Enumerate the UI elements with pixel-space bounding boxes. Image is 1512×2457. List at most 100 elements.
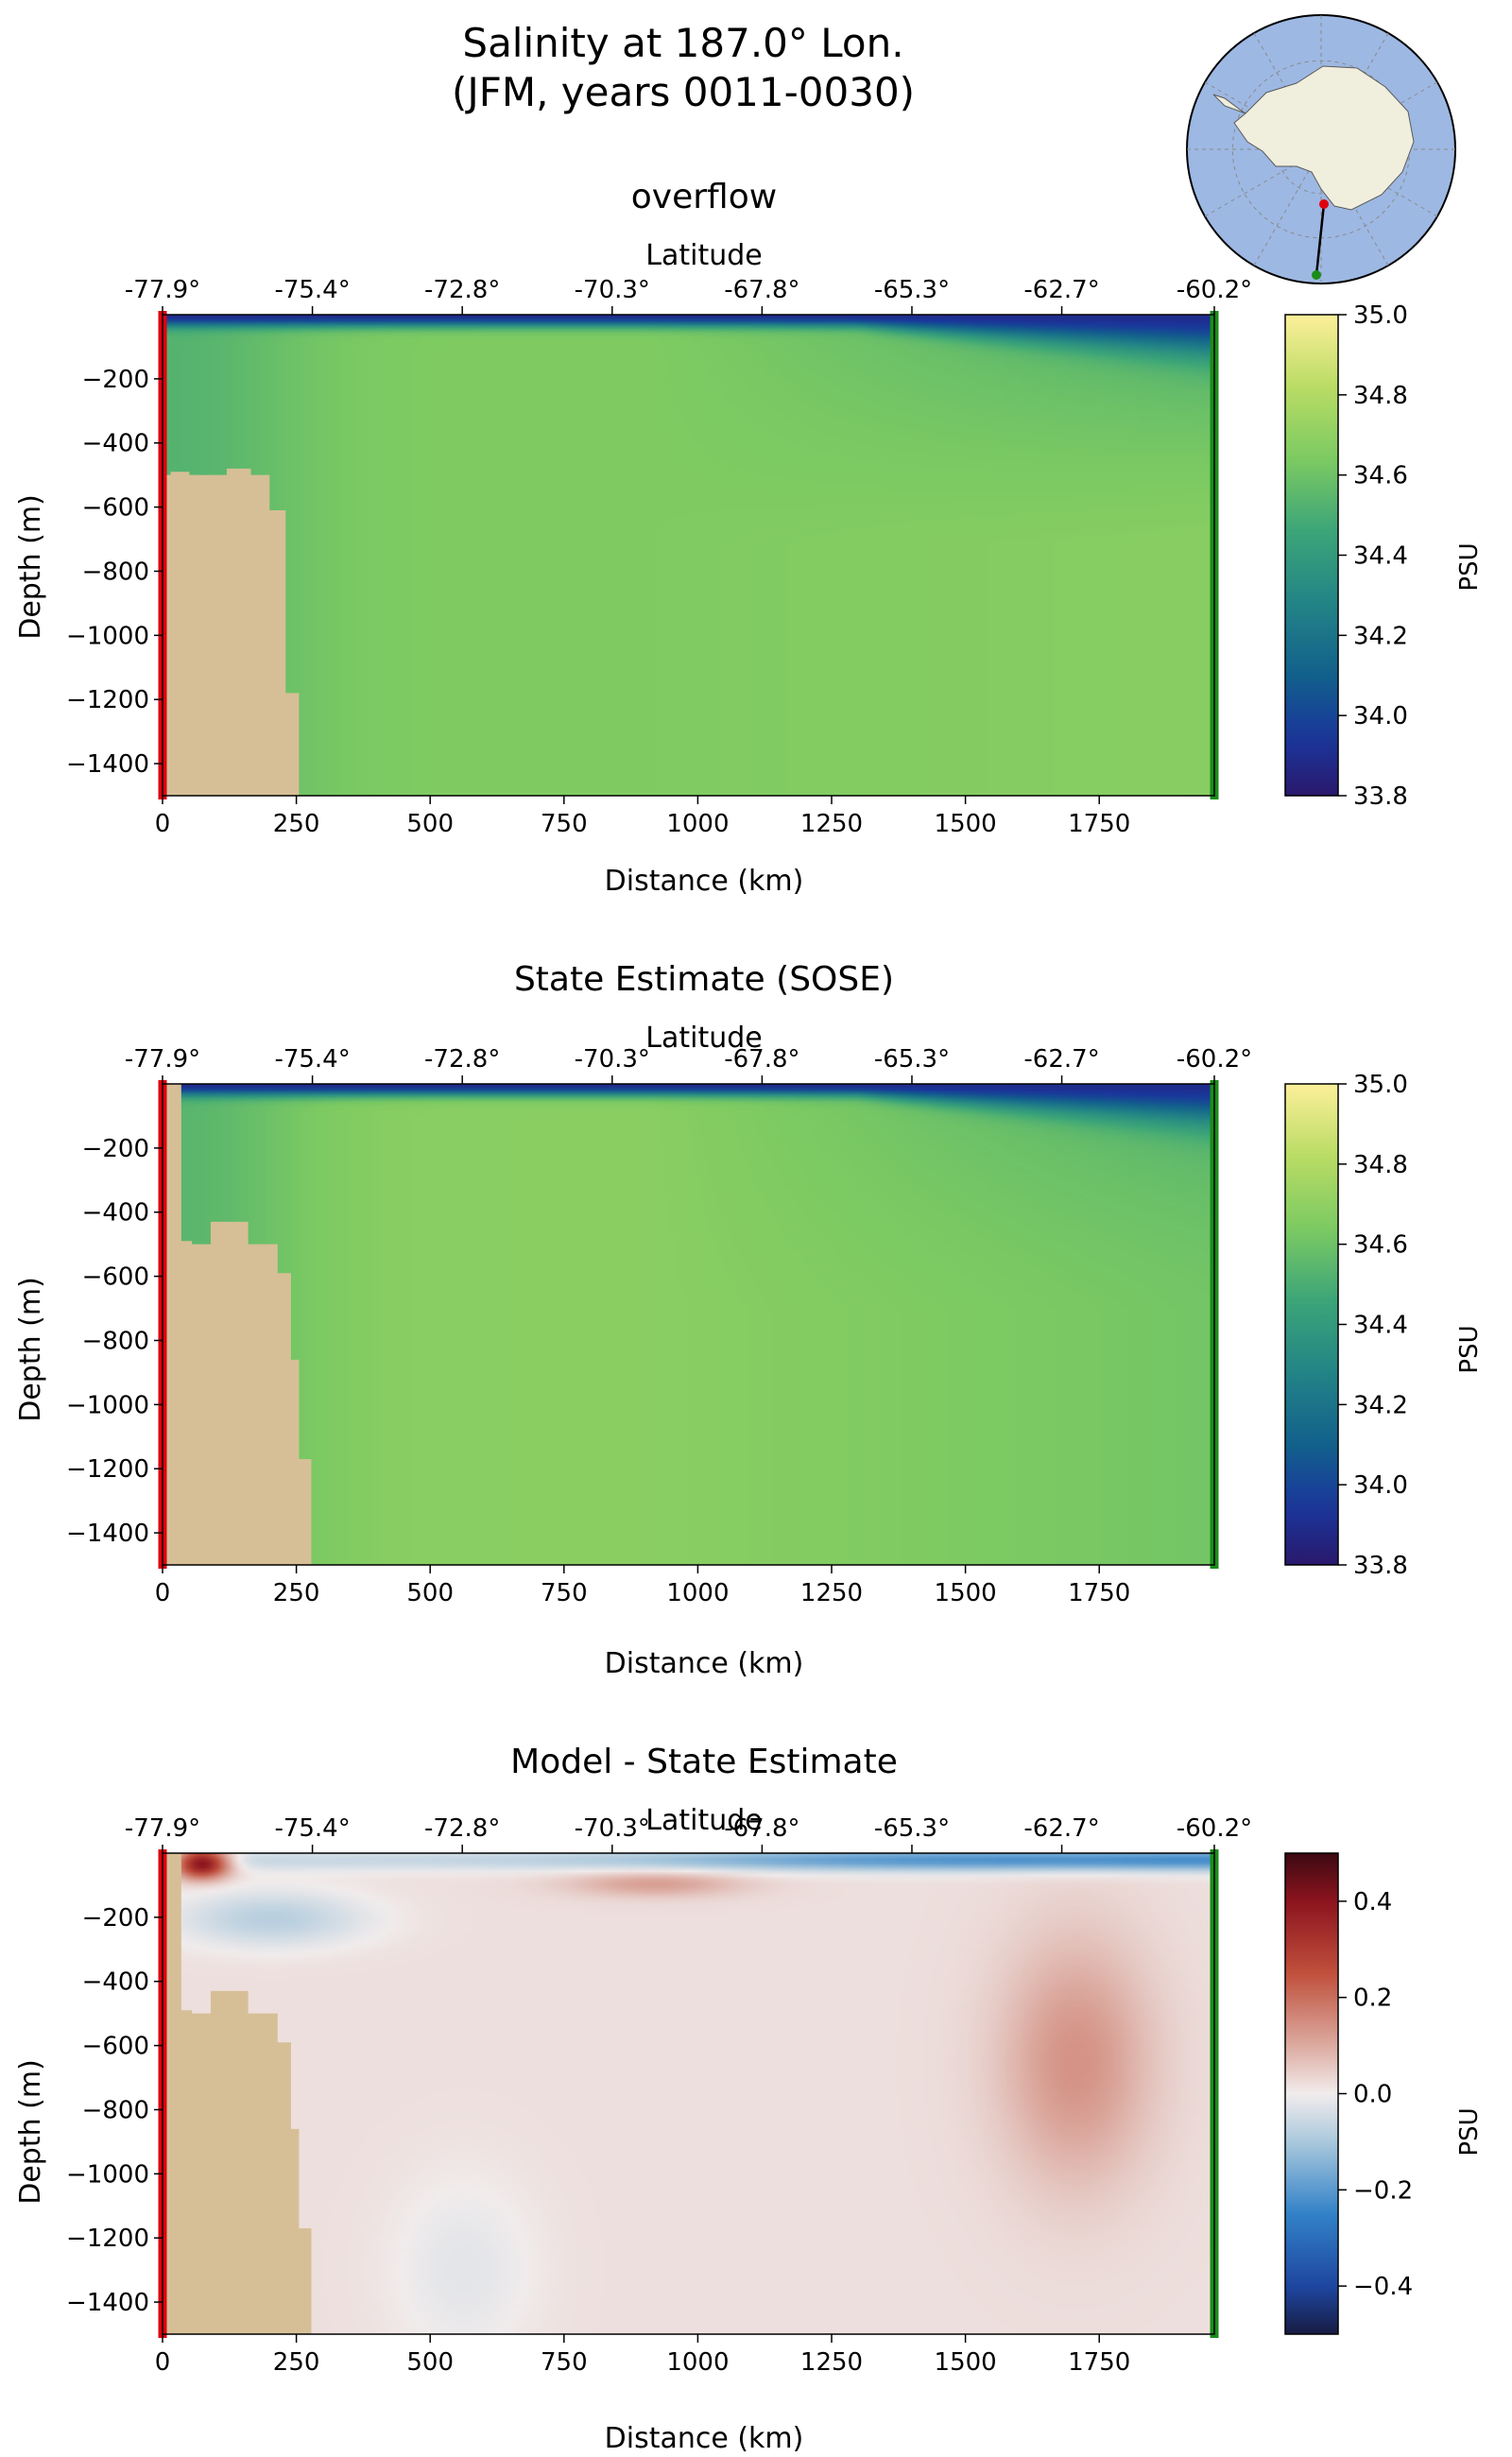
panel-sose: State Estimate (SOSE) Latitude Distance …	[14, 960, 1484, 1680]
top-tick-label: -62.7°	[1023, 1045, 1099, 1074]
x-tick-label: 1250	[800, 2348, 863, 2377]
x-tick-label: 750	[541, 810, 588, 838]
inset-transect-line	[1314, 203, 1326, 276]
colorbar-label: PSU	[1455, 1325, 1484, 1373]
x-tick-label: 1750	[1068, 2348, 1130, 2377]
x-tick-label: 1500	[935, 2348, 997, 2377]
y-tick-label: −1400	[66, 750, 149, 779]
colorbar-tick-label: 0.2	[1353, 1984, 1392, 2013]
x-tick-label: 1750	[1068, 810, 1130, 838]
heatmap-field	[163, 315, 1214, 796]
panel-title: State Estimate (SOSE)	[514, 960, 894, 999]
top-axis-label: Latitude	[645, 239, 762, 272]
colorbar	[1284, 1852, 1339, 2335]
top-axis-label: Latitude	[645, 1022, 762, 1055]
inset-transect-start	[1319, 199, 1329, 209]
top-tick-label: -70.3°	[575, 1814, 650, 1843]
y-axis-label: Depth (m)	[14, 494, 47, 640]
colorbar-tick-label: −0.2	[1353, 2176, 1413, 2205]
top-tick-label: -77.9°	[125, 1814, 200, 1843]
y-tick-label: −600	[82, 494, 149, 523]
y-tick-label: −200	[82, 1904, 149, 1933]
y-tick-label: −400	[82, 1199, 149, 1228]
top-tick-label: -67.8°	[724, 1814, 799, 1843]
inset-transect-end	[1312, 270, 1321, 280]
colorbar-tick-label: 35.0	[1353, 1071, 1408, 1099]
colorbar-tick-label: 33.8	[1353, 782, 1408, 811]
x-tick-label: 0	[155, 810, 171, 838]
panel-difference: Model - State Estimate Latitude Distance…	[14, 1743, 1484, 2455]
bathymetry	[163, 1084, 312, 1565]
plot-frame	[162, 1083, 1215, 1566]
top-tick-label: -70.3°	[575, 276, 650, 304]
colorbar-tick-label: 34.8	[1353, 1151, 1408, 1179]
plot-frame	[162, 1852, 1215, 2335]
panel-overflow: overflow Latitude Distance (km) Depth (m…	[14, 178, 1484, 898]
panel-title: overflow	[631, 178, 777, 216]
colorbar-tick-label: 34.4	[1353, 1312, 1408, 1340]
top-tick-label: -75.4°	[274, 1814, 350, 1843]
figure-title-line-2: (JFM, years 0011-0030)	[452, 69, 915, 115]
top-tick-label: -67.8°	[724, 1045, 799, 1074]
x-tick-label: 1000	[666, 1579, 729, 1607]
x-tick-label: 0	[155, 1579, 171, 1607]
top-tick-label: -65.3°	[874, 1814, 950, 1843]
y-tick-label: −200	[82, 366, 149, 394]
top-tick-label: -72.8°	[424, 276, 500, 304]
colorbar-tick-label: 35.0	[1353, 301, 1408, 330]
heatmap-field	[163, 1853, 1214, 2334]
top-tick-label: -65.3°	[874, 1045, 950, 1074]
top-tick-label: -75.4°	[274, 276, 350, 304]
inset-peninsula	[1212, 94, 1246, 114]
x-axis-label: Distance (km)	[605, 1647, 804, 1680]
colorbar-tick-label: −0.4	[1353, 2273, 1413, 2301]
x-tick-label: 500	[406, 810, 454, 838]
y-tick-label: −1400	[66, 1520, 149, 1548]
colorbar-tick-label: 34.8	[1353, 382, 1408, 410]
colorbar-tick-label: 34.6	[1353, 1231, 1408, 1260]
top-tick-label: -72.8°	[424, 1814, 500, 1843]
y-tick-label: −800	[82, 2096, 149, 2124]
colorbar-label: PSU	[1455, 2107, 1484, 2156]
top-tick-label: -60.2°	[1177, 1814, 1252, 1843]
bathymetry	[163, 468, 300, 796]
x-tick-label: 1000	[666, 2348, 729, 2377]
x-axis-label: Distance (km)	[605, 2422, 804, 2455]
y-tick-label: −1200	[66, 1455, 149, 1484]
top-tick-label: -67.8°	[724, 276, 799, 304]
x-axis-label: Distance (km)	[605, 865, 804, 898]
colorbar-tick-label: 34.2	[1353, 1391, 1408, 1419]
x-tick-label: 250	[273, 1579, 320, 1607]
bathymetry	[163, 1853, 312, 2334]
x-tick-label: 250	[273, 810, 320, 838]
top-tick-label: -60.2°	[1177, 1045, 1252, 1074]
colorbar	[1284, 1083, 1339, 1566]
top-tick-label: -62.7°	[1023, 1814, 1099, 1843]
top-tick-label: -70.3°	[575, 1045, 650, 1074]
x-tick-label: 1250	[800, 1579, 863, 1607]
top-tick-label: -72.8°	[424, 1045, 500, 1074]
y-tick-label: −600	[82, 2033, 149, 2061]
x-tick-label: 750	[541, 1579, 588, 1607]
y-tick-label: −1000	[66, 622, 149, 650]
colorbar-tick-label: 0.4	[1353, 1888, 1392, 1916]
y-tick-label: −800	[82, 1327, 149, 1355]
plot-frame	[162, 314, 1215, 797]
top-tick-label: -62.7°	[1023, 276, 1099, 304]
y-axis-label: Depth (m)	[14, 1277, 47, 1422]
colorbar-tick-label: 34.4	[1353, 542, 1408, 571]
colorbar-tick-label: 34.0	[1353, 702, 1408, 730]
top-tick-label: -60.2°	[1177, 276, 1252, 304]
x-tick-label: 750	[541, 2348, 588, 2377]
top-tick-label: -75.4°	[274, 1045, 350, 1074]
y-tick-label: −1000	[66, 2160, 149, 2189]
colorbar-tick-label: 34.2	[1353, 622, 1408, 650]
x-tick-label: 1750	[1068, 1579, 1130, 1607]
y-tick-label: −1400	[66, 2289, 149, 2317]
y-tick-label: −800	[82, 558, 149, 586]
y-tick-label: −200	[82, 1135, 149, 1163]
colorbar-tick-label: 34.0	[1353, 1471, 1408, 1500]
y-tick-label: −1000	[66, 1391, 149, 1419]
top-axis-label: Latitude	[645, 1804, 762, 1837]
